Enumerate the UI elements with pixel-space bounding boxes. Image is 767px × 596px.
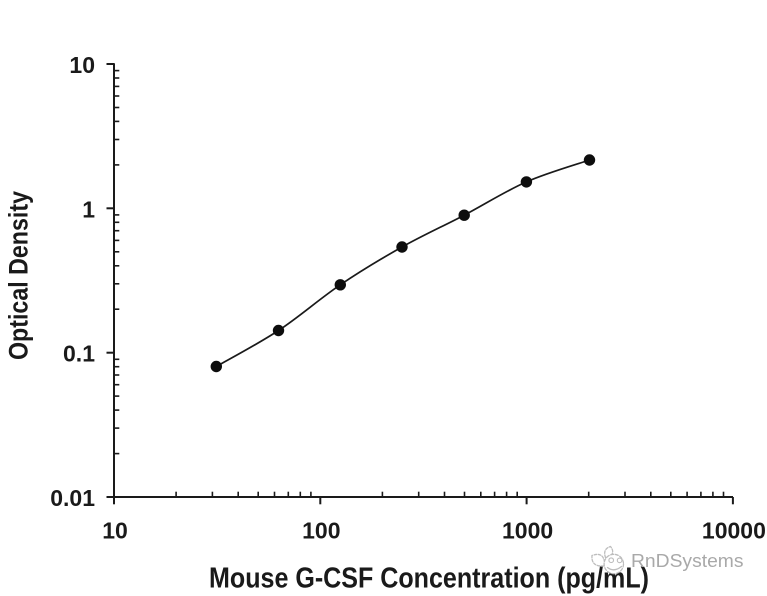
svg-text:0.1: 0.1: [63, 341, 95, 367]
svg-text:10: 10: [102, 518, 128, 544]
svg-text:0.01: 0.01: [50, 485, 95, 511]
svg-text:RnDSystems: RnDSystems: [631, 551, 744, 571]
svg-text:10000: 10000: [702, 518, 766, 544]
svg-text:100: 100: [302, 518, 340, 544]
svg-text:1: 1: [82, 196, 95, 222]
svg-text:Optical Density: Optical Density: [4, 191, 34, 360]
svg-text:Mouse G-CSF Concentration (pg/: Mouse G-CSF Concentration (pg/mL): [209, 563, 649, 595]
svg-text:10: 10: [69, 52, 95, 78]
svg-text:1000: 1000: [502, 518, 553, 544]
